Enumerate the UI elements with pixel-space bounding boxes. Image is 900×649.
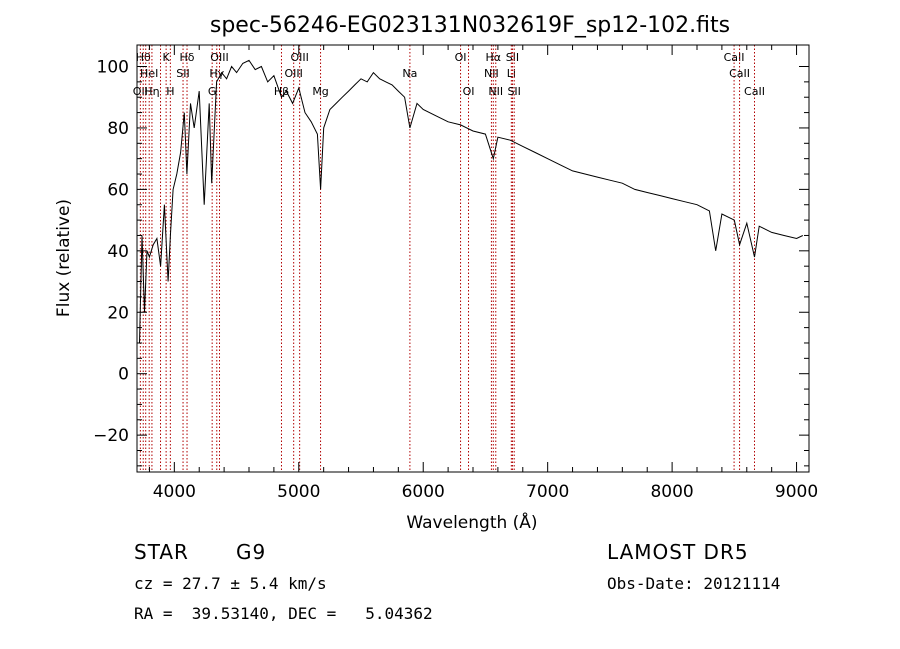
spectral-line-label: Hα [486, 51, 502, 64]
spectral-line-label: CaII [729, 67, 750, 80]
spectral-line-label: CaII [744, 85, 765, 98]
spectral-line-label: NII [488, 85, 503, 98]
survey-name: LAMOST DR5 [607, 540, 749, 564]
y-axis-ticks: −20 0 20 40 60 80 100 [93, 58, 809, 467]
y-tick-label: 20 [107, 303, 129, 323]
obs-date-text: Obs-Date: 20121114 [607, 574, 781, 593]
object-class: STAR [134, 540, 189, 564]
spectral-line-label: Hη [144, 85, 159, 98]
y-axis-label: Flux (relative) [54, 199, 74, 317]
x-tick-label: 8000 [650, 482, 693, 502]
spectral-line-label: Hθ [136, 51, 151, 64]
spectral-line-markers: OIIHθHeIHηKHSIIHδGHγOIIIHβOIIIOIIIMgNaOI… [133, 45, 765, 472]
spectral-line-label: OIII [290, 51, 308, 64]
object-subclass: G9 [236, 540, 267, 564]
spectral-line-label: Hβ [274, 85, 289, 98]
spectral-line-label: OIII [284, 67, 302, 80]
spectral-line-label: Li [507, 67, 516, 80]
y-tick-label: 40 [107, 242, 129, 262]
spectral-line-label: CaII [724, 51, 745, 64]
spectral-line-label: SII [506, 51, 519, 64]
x-axis-ticks: 4000 5000 6000 7000 8000 9000 [148, 45, 818, 502]
spectral-line-label: SII [507, 85, 520, 98]
plot-frame [136, 44, 810, 473]
redshift-text: cz = 27.7 ± 5.4 km/s [134, 574, 327, 593]
spectral-line-label: Mg [312, 85, 328, 98]
spectral-line-label: Hδ [180, 51, 195, 64]
x-tick-label: 5000 [277, 482, 320, 502]
coordinates-text: RA = 39.53140, DEC = 5.04362 [134, 604, 433, 623]
spectral-line-label: K [163, 51, 171, 64]
spectral-line-label: OI [455, 51, 467, 64]
spectral-line-label: Hγ [209, 67, 224, 80]
spectral-line-label: HeI [140, 67, 158, 80]
x-axis-label: Wavelength (Å) [406, 511, 537, 533]
spectral-line-label: SII [176, 67, 189, 80]
chart-title: spec-56246-EG023131N032619F_sp12-102.fit… [210, 13, 730, 38]
x-tick-label: 6000 [402, 482, 445, 502]
y-tick-label: 80 [107, 119, 129, 139]
y-tick-label: 100 [97, 58, 129, 78]
spectral-line-label: G [208, 85, 217, 98]
spectral-line-label: OIII [210, 51, 228, 64]
y-tick-label: 60 [107, 180, 129, 200]
y-tick-label: 0 [118, 365, 129, 385]
spectral-line-label: NII [484, 67, 499, 80]
spectral-line-label: OI [463, 85, 475, 98]
x-tick-label: 7000 [526, 482, 569, 502]
spectral-line-label: H [166, 85, 174, 98]
x-tick-label: 9000 [775, 482, 818, 502]
x-tick-label: 4000 [153, 482, 196, 502]
y-tick-label: −20 [93, 426, 129, 446]
spectral-line-label: Na [402, 67, 417, 80]
spectrum-series-line [139, 59, 804, 344]
plot-area: OIIHθHeIHηKHSIIHδGHγOIIIHβOIIIOIIIMgNaOI… [93, 44, 818, 502]
